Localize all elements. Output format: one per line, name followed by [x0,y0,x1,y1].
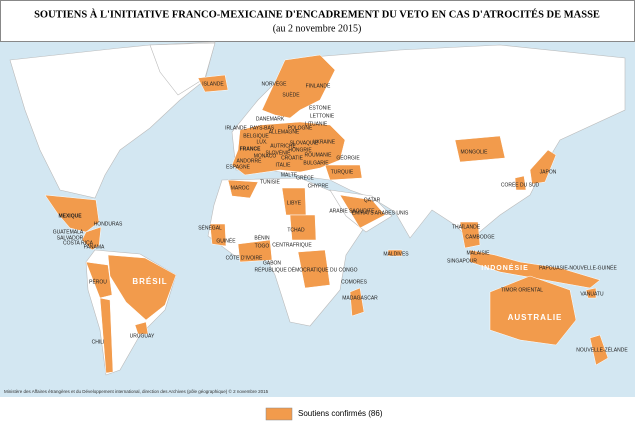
country-label: MALTE [281,172,298,178]
country-label: MAROC [231,185,250,191]
legend-swatch [265,407,293,421]
country-label: URUGUAY [130,333,155,339]
country-label: COSTA RICA [63,240,94,246]
country-label: CORÉE DU SUD [501,181,540,188]
country-label: TIMOR ORIENTAL [501,287,543,293]
country-label: DANEMARK [256,116,285,122]
country-label: NORVÈGE [262,80,288,87]
title-box [0,0,635,42]
country-label: CHYPRE [308,183,330,189]
country-label: FINLANDE [306,83,331,89]
country-label: VANUATU [580,291,604,297]
country-label: GUATEMALA [53,229,84,235]
country-label: CENTRAFRIQUE [272,242,312,248]
country-label: MONACO [254,153,277,159]
country-label: QATAR [364,197,381,203]
credit: Ministère des Affaires étrangères et du … [4,388,269,394]
country-label: BÉNIN [254,234,270,241]
country-label: COMORES [341,279,368,285]
country-label: JAPON [540,169,557,175]
country-label: CHILI [92,339,105,345]
country-label: GUINÉE [216,237,236,244]
country-label: ARABIE SAOUDITE [329,208,375,214]
country-label: SÉNÉGAL [198,224,222,231]
country-label: ESPAGNE [226,164,250,170]
country-label: CAMBODGE [465,234,495,240]
supporting-countries [44,54,609,374]
country-label: SALVADOR [57,235,84,241]
country-label: PÉROU [89,278,107,285]
country-label: CROATIE [281,155,304,161]
country-label: LITUANIE [305,121,328,127]
country-label: UKRAINE [313,139,336,145]
country-label: LUX. [256,139,267,145]
country-label: FRANCE [240,146,261,152]
country-label: TUNISIE [260,179,280,185]
country-label: BRÉSIL [132,277,167,286]
country-label: MALAISIE [466,250,490,256]
country-label: MEXIQUE [58,213,82,219]
country-label: MALDIVES [383,251,409,257]
country-label: IRLANDE [225,125,247,131]
country-label: TOGO [255,243,270,249]
country-label: PAPOUASIE-NOUVELLE-GUINÉE [539,264,617,271]
country-label: PANAMA [84,244,105,250]
country-label: ALLEMAGNE [269,129,300,135]
country-label: BULGARIE [303,160,329,166]
country-label: BELGIQUE [243,133,269,139]
country-label: POLOGNE [288,125,313,131]
country-label: AUSTRALIE [508,313,563,322]
country-label: LIBYE [287,200,302,206]
country-label: MONGOLIE [461,149,489,155]
country-label: INDONÉSIE [481,263,529,272]
country-label: AUTRICHE [270,143,296,149]
country-label: RÉPUBLIQUE DÉMOCRATIQUE DU CONGO [255,266,358,273]
country-label: SINGAPOUR [447,258,477,264]
country-label: THAÏLANDE [452,223,481,230]
country-label: ITALIE [276,162,292,168]
country-labels: ISLANDE NORVÈGE SUÈDE FINLANDE ESTONIE L… [53,80,629,353]
country-label: ANDORRE [236,158,262,164]
country-label: LETTONIE [310,113,335,119]
country-label: GRÈCE [296,174,314,181]
country-label: HONGRIE [288,147,312,153]
country-label: ISLANDE [202,81,224,87]
country-label: NOUVELLE-ZÉLANDE [576,346,628,353]
country-label: TURQUIE [331,169,354,175]
country-label: TCHAD [287,227,305,233]
title: SOUTIENS À L'INITIATIVE FRANCO-MEXICAINE… [34,8,600,20]
country-label: ÉMIRATS ARABES UNIS [352,209,409,216]
country-label: MADAGASCAR [342,295,378,301]
country-label: ROUMANIE [305,152,333,158]
legend-label: Soutiens confirmés (86) [298,409,383,418]
subtitle: (au 2 novembre 2015) [273,23,362,34]
country-label: SLOVAQUIE [290,140,319,146]
country-label: SLOVÉNIE [265,149,291,156]
country-label: ESTONIE [309,105,332,111]
country-label: SUÈDE [282,91,300,98]
country-label: HONDURAS [94,221,123,227]
country-label: GÉORGIE [336,154,360,161]
country-label: CÔTE D'IVOIRE [226,254,263,261]
country-label: PAYS-BAS [250,125,275,131]
country-label: GABON [263,260,281,266]
